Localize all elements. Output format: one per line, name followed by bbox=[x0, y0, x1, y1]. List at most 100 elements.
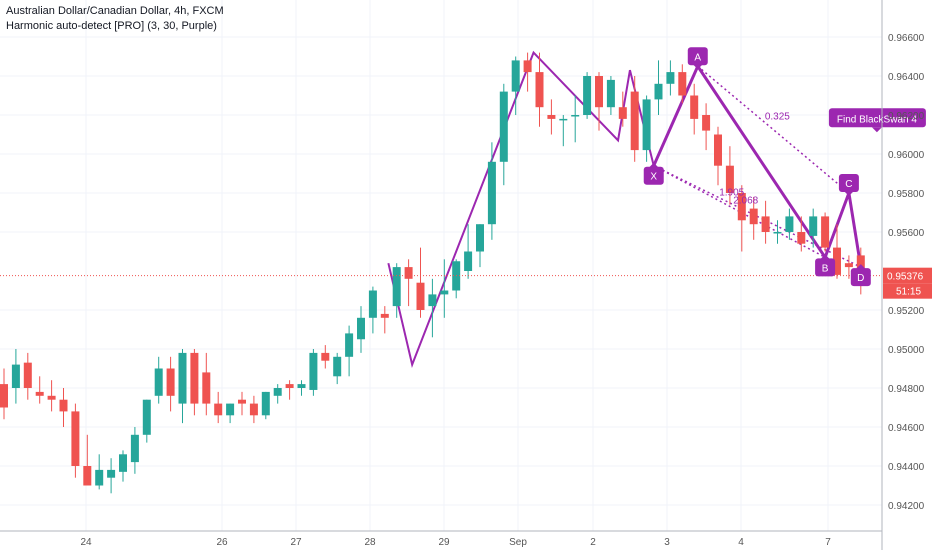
last-price-badge: 0.95376 51:15 bbox=[883, 267, 932, 299]
candle bbox=[606, 76, 615, 115]
candle-body bbox=[523, 60, 532, 73]
candle-body bbox=[606, 79, 615, 108]
candle-body bbox=[785, 216, 794, 232]
pattern-name-badge: Find BlackSwan 4 bbox=[828, 108, 926, 133]
point-badge bbox=[838, 174, 859, 192]
candle bbox=[107, 458, 116, 494]
point-label: B bbox=[822, 263, 829, 274]
candle-body bbox=[59, 399, 68, 412]
candle-body bbox=[428, 294, 437, 307]
ratio-label: 2.068 bbox=[733, 196, 758, 207]
candle bbox=[487, 142, 496, 240]
x-tick-label: 3 bbox=[664, 537, 670, 548]
candle-body bbox=[833, 247, 841, 275]
candle-body bbox=[392, 267, 401, 307]
candle-body bbox=[47, 395, 56, 400]
candle bbox=[35, 376, 44, 404]
y-tick-label: 0.94200 bbox=[888, 501, 925, 512]
candle bbox=[249, 395, 258, 424]
candle bbox=[309, 349, 318, 396]
candle bbox=[154, 356, 163, 404]
candle-body bbox=[345, 333, 354, 357]
candle bbox=[547, 99, 556, 135]
candle-body bbox=[11, 364, 20, 388]
candle bbox=[666, 60, 675, 96]
candle bbox=[166, 356, 175, 412]
candle bbox=[83, 434, 92, 486]
candle-body bbox=[416, 282, 425, 310]
candle bbox=[821, 212, 830, 252]
candle bbox=[523, 52, 532, 92]
candle-body bbox=[297, 384, 306, 388]
candle bbox=[737, 185, 746, 252]
y-tick-label: 0.95800 bbox=[888, 189, 925, 200]
candle bbox=[368, 286, 377, 334]
candle bbox=[559, 115, 568, 147]
candle-body bbox=[321, 352, 330, 361]
candle-body bbox=[309, 352, 318, 390]
x-tick-label: 28 bbox=[364, 537, 376, 548]
candle-body bbox=[499, 91, 508, 162]
point-label: A bbox=[694, 52, 701, 63]
candle-body bbox=[178, 352, 187, 404]
candle bbox=[499, 83, 508, 186]
candle-body bbox=[464, 251, 473, 271]
candle-body bbox=[630, 91, 639, 151]
candle-body bbox=[404, 267, 413, 279]
candle-body bbox=[83, 466, 92, 486]
candle bbox=[214, 391, 223, 424]
candle bbox=[714, 126, 722, 186]
candle bbox=[95, 454, 104, 490]
candle-body bbox=[535, 72, 544, 108]
point-label: D bbox=[857, 273, 864, 284]
y-tick-label: 0.94800 bbox=[888, 384, 925, 395]
pattern-point-b: B bbox=[815, 254, 836, 277]
point-badge bbox=[850, 268, 871, 287]
x-tick-label: 2 bbox=[590, 537, 596, 548]
candle-body bbox=[119, 454, 127, 472]
candle-body bbox=[142, 399, 151, 435]
candle bbox=[725, 146, 734, 205]
x-tick-label: 7 bbox=[825, 537, 831, 548]
candle bbox=[261, 391, 270, 420]
ratio-line-xb bbox=[653, 165, 826, 259]
point-badge-arrow bbox=[843, 191, 854, 196]
y-tick-label: 0.95200 bbox=[888, 306, 925, 317]
x-tick-label: 4 bbox=[738, 537, 744, 548]
candle bbox=[571, 95, 580, 143]
x-tick-label: Sep bbox=[509, 537, 527, 548]
point-badge bbox=[687, 47, 708, 66]
point-label: C bbox=[845, 179, 852, 190]
candle-body bbox=[166, 368, 175, 396]
candle bbox=[702, 103, 711, 151]
candle bbox=[273, 384, 282, 404]
zigzag-line bbox=[387, 50, 655, 368]
candle-body bbox=[547, 115, 556, 119]
candle-body bbox=[368, 290, 377, 318]
candle-body bbox=[642, 99, 651, 151]
candle bbox=[690, 83, 699, 135]
y-tick-label: 0.96200 bbox=[888, 111, 925, 122]
candle-body bbox=[238, 399, 246, 404]
candle-body bbox=[583, 76, 592, 115]
candle-body bbox=[487, 161, 496, 225]
candle-body bbox=[797, 232, 806, 244]
candle bbox=[226, 403, 235, 424]
indicator-title[interactable]: Harmonic auto-detect [PRO] (3, 30, Purpl… bbox=[6, 20, 217, 32]
candle-body bbox=[737, 193, 746, 221]
point-badge-arrow bbox=[648, 162, 659, 168]
point-badge bbox=[815, 258, 836, 277]
symbol-title[interactable]: Australian Dollar/Canadian Dollar, 4h, F… bbox=[6, 5, 224, 17]
candle-body bbox=[571, 115, 580, 117]
candle-body bbox=[95, 469, 104, 486]
candle-body bbox=[654, 83, 663, 100]
candle bbox=[130, 427, 139, 474]
countdown-box bbox=[883, 283, 932, 299]
candle bbox=[511, 56, 520, 115]
candle bbox=[47, 380, 56, 412]
candle bbox=[797, 216, 806, 252]
candle bbox=[583, 72, 592, 119]
